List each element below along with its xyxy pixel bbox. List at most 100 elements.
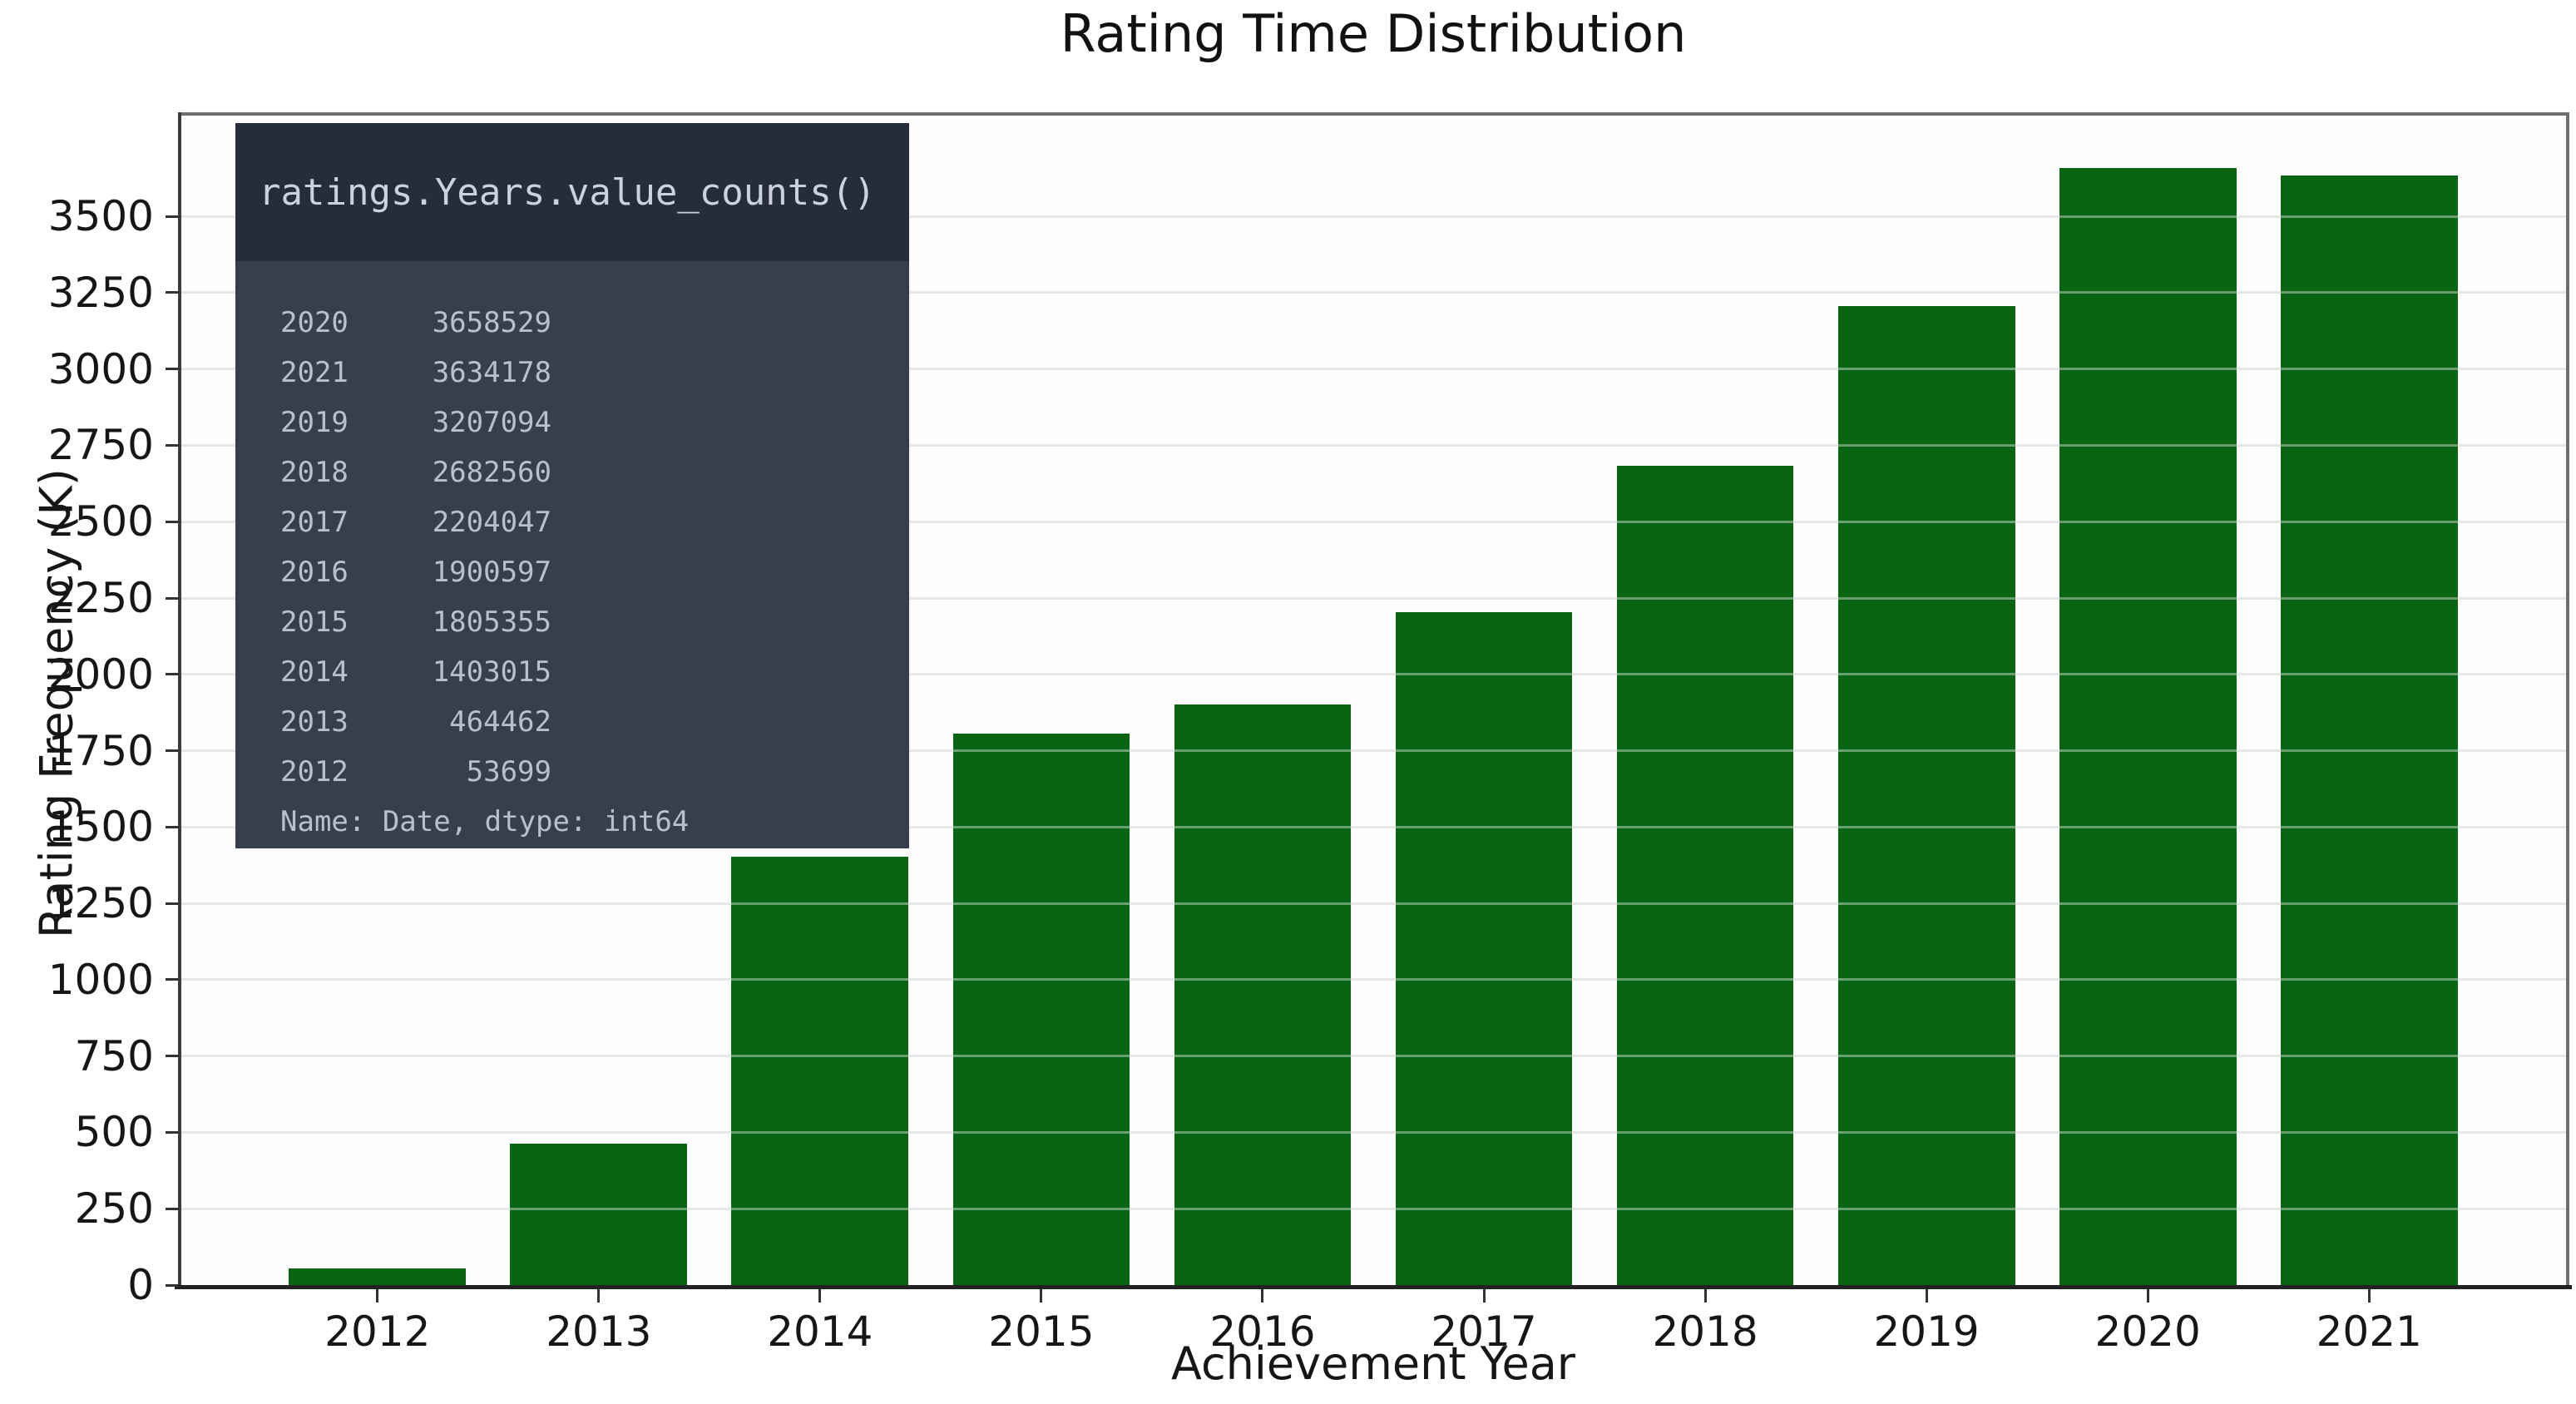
y-tick-label-1000: 1000 (47, 955, 154, 1004)
y-tick-mark-2000 (166, 673, 179, 676)
plot-area (180, 112, 2566, 1285)
x-tick-mark-2019 (1925, 1289, 1928, 1303)
gridline-overlay-y-3000 (180, 368, 2566, 371)
value-counts-row-2019: 2019 3207094 (280, 398, 909, 447)
value-counts-row-2013: 2013 464462 (280, 697, 909, 747)
value-counts-row-2021: 2021 3634178 (280, 348, 909, 398)
x-tick-mark-2012 (376, 1289, 379, 1303)
x-tick-mark-2014 (818, 1289, 822, 1303)
x-tick-label-2013: 2013 (546, 1308, 652, 1356)
x-tick-label-2015: 2015 (988, 1308, 1095, 1356)
x-tick-mark-2017 (1482, 1289, 1486, 1303)
y-tick-label-2250: 2250 (47, 574, 154, 623)
y-tick-mark-1000 (166, 978, 179, 981)
y-tick-mark-0 (166, 1283, 179, 1287)
x-tick-mark-2018 (1703, 1289, 1707, 1303)
y-tick-label-250: 250 (74, 1184, 154, 1233)
row-year: 2018 (280, 456, 349, 489)
row-year: 2019 (280, 406, 349, 439)
gridline-y-2250 (180, 596, 2566, 600)
bar-2021 (2280, 175, 2458, 1285)
code-inset-output: 2020 3658529 2021 3634178 2019 3207094 2018 268… (235, 261, 909, 848)
y-tick-label-3000: 3000 (47, 344, 154, 393)
row-count: 53699 (466, 755, 551, 789)
gridline-overlay-y-2000 (180, 673, 2566, 676)
x-tick-label-2014: 2014 (767, 1308, 873, 1356)
x-tick-mark-2016 (1261, 1289, 1264, 1303)
y-tick-label-750: 750 (74, 1031, 154, 1080)
row-count: 2204047 (432, 506, 551, 539)
bar-2018 (1616, 466, 1794, 1285)
x-tick-label-2019: 2019 (1873, 1308, 1980, 1356)
gridline-overlay-y-1750 (180, 749, 2566, 753)
bar-2020 (2059, 167, 2237, 1285)
bar-2019 (1837, 305, 2015, 1285)
gridline-y-750 (180, 1055, 2566, 1058)
bar-2013 (510, 1143, 688, 1285)
value-counts-row-2014: 2014 1403015 (280, 647, 909, 697)
y-tick-mark-3250 (166, 291, 179, 294)
y-tick-label-3250: 3250 (47, 268, 154, 317)
y-tick-label-1250: 1250 (47, 879, 154, 928)
gridline-overlay-y-3250 (180, 291, 2566, 294)
y-tick-mark-1500 (166, 825, 179, 828)
gridline-overlay-y-500 (180, 1130, 2566, 1134)
value-counts-row-2016: 2016 1900597 (280, 547, 909, 597)
gridline-overlay-y-2750 (180, 443, 2566, 447)
value-counts-row-2017: 2017 2204047 (280, 497, 909, 547)
x-tick-label-2018: 2018 (1652, 1308, 1758, 1356)
gridline-y-2000 (180, 673, 2566, 676)
y-tick-mark-2500 (166, 520, 179, 523)
y-tick-label-2500: 2500 (47, 497, 154, 546)
x-tick-mark-2013 (597, 1289, 601, 1303)
x-tick-mark-2015 (1040, 1289, 1043, 1303)
row-year: 2014 (280, 655, 349, 689)
gridline-overlay-y-1000 (180, 978, 2566, 981)
row-count: 3634178 (432, 356, 551, 389)
value-counts-row-2012: 2012 53699 (280, 747, 909, 797)
gridline-y-1500 (180, 825, 2566, 828)
row-count: 1900597 (432, 556, 551, 589)
x-tick-label-2016: 2016 (1209, 1308, 1316, 1356)
gridline-overlay-y-2500 (180, 520, 2566, 523)
y-tick-label-1750: 1750 (47, 726, 154, 775)
row-count: 3207094 (432, 406, 551, 439)
gridline-overlay-y-1250 (180, 902, 2566, 905)
x-tick-label-2012: 2012 (324, 1308, 431, 1356)
plot-bottom-spine (175, 1285, 2572, 1289)
gridline-overlay-y-3500 (180, 215, 2566, 218)
gridline-overlay-y-250 (180, 1207, 2566, 1210)
row-year: 2013 (280, 705, 349, 739)
x-tick-label-2021: 2021 (2316, 1308, 2422, 1356)
gridline-y-1750 (180, 749, 2566, 753)
gridline-y-250 (180, 1207, 2566, 1210)
y-tick-mark-500 (166, 1130, 179, 1134)
bar-2015 (952, 734, 1130, 1285)
bar-2014 (731, 856, 909, 1285)
value-counts-row-2020: 2020 3658529 (280, 298, 909, 348)
value-counts-row-2018: 2018 2682560 (280, 447, 909, 497)
plot-left-spine (178, 112, 181, 1288)
gridline-overlay-y-2250 (180, 596, 2566, 600)
y-tick-label-1500: 1500 (47, 803, 154, 852)
code-inset-panel: ratings.Years.value_counts() 2020 3658529… (235, 123, 909, 848)
row-count: 1805355 (432, 606, 551, 639)
y-tick-label-500: 500 (74, 1108, 154, 1157)
row-count: 464462 (449, 705, 551, 739)
value-counts-row-2015: 2015 1805355 (280, 597, 909, 647)
plot-right-spine (2566, 112, 2569, 1288)
gridline-y-2500 (180, 520, 2566, 523)
row-count: 2682560 (432, 456, 551, 489)
gridline-y-2750 (180, 443, 2566, 447)
row-year: 2012 (280, 755, 349, 789)
x-tick-label-2020: 2020 (2094, 1308, 2201, 1356)
y-tick-mark-2750 (166, 443, 179, 447)
gridline-y-500 (180, 1130, 2566, 1134)
y-tick-mark-750 (166, 1055, 179, 1058)
row-year: 2016 (280, 556, 349, 589)
gridline-y-3000 (180, 368, 2566, 371)
y-tick-label-0: 0 (127, 1261, 154, 1309)
gridline-y-3250 (180, 291, 2566, 294)
chart-title: Rating Time Distribution (1060, 3, 1687, 64)
